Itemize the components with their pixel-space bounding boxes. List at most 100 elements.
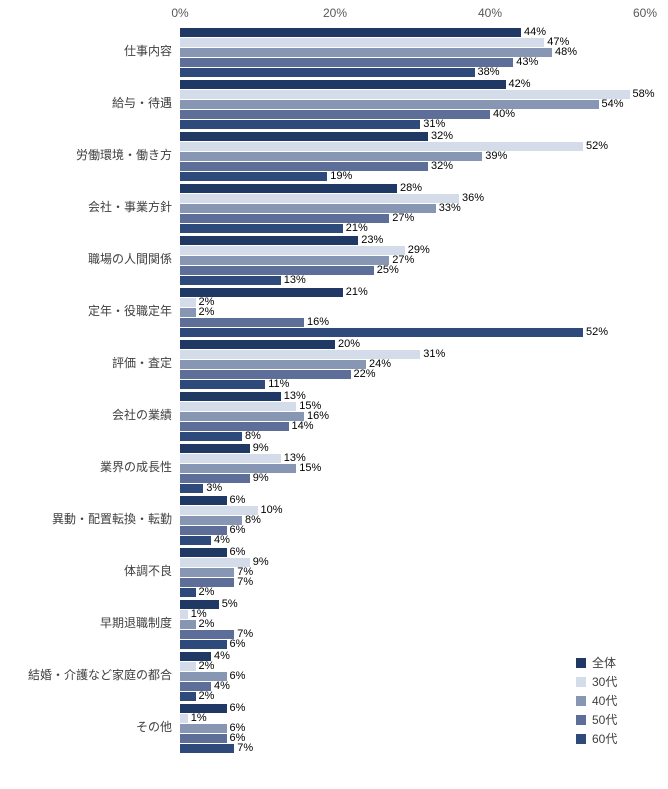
bar-row: 7% bbox=[180, 576, 668, 587]
bar-row: 2% bbox=[180, 660, 668, 671]
x-axis-tick: 40% bbox=[477, 6, 503, 20]
value-label: 16% bbox=[307, 315, 330, 328]
value-label: 6% bbox=[229, 637, 246, 650]
bar bbox=[180, 703, 227, 713]
bar-row: 7% bbox=[180, 565, 668, 578]
value-label: 52% bbox=[586, 139, 609, 152]
value-label: 7% bbox=[237, 565, 254, 578]
bar bbox=[180, 421, 289, 431]
bar bbox=[180, 639, 227, 649]
value-label: 13% bbox=[283, 451, 306, 464]
bar-row: 23% bbox=[180, 234, 668, 245]
bar-row: 36% bbox=[180, 192, 668, 203]
bar-group: 業界の成長性 9% 13% 15% 9% 3% bbox=[0, 442, 668, 494]
value-label: 13% bbox=[283, 273, 306, 286]
category-label: 早期退職制度 bbox=[99, 616, 172, 631]
value-label: 47% bbox=[547, 35, 570, 48]
x-axis: 0% 20% 40% 60% bbox=[171, 4, 668, 26]
bar bbox=[180, 691, 196, 701]
bar bbox=[180, 131, 428, 141]
bar bbox=[180, 681, 211, 691]
bar bbox=[180, 151, 483, 161]
bar-row: 44% bbox=[180, 26, 668, 37]
bar bbox=[180, 193, 459, 203]
value-label: 2% bbox=[198, 305, 215, 318]
bar-row: 6% bbox=[180, 523, 668, 536]
bar-row: 6% bbox=[180, 494, 668, 505]
value-label: 27% bbox=[392, 253, 415, 266]
bar-set: 5% 1% 2% 7% 6% bbox=[180, 598, 668, 650]
bar-row: 2% bbox=[180, 690, 668, 701]
bar bbox=[180, 99, 599, 109]
bar bbox=[180, 223, 343, 233]
bar-row: 15% bbox=[180, 462, 668, 473]
value-label: 7% bbox=[237, 741, 254, 754]
bar bbox=[180, 141, 583, 151]
value-label: 6% bbox=[229, 731, 246, 744]
value-label: 54% bbox=[601, 97, 624, 110]
value-label: 21% bbox=[345, 221, 368, 234]
bar-set: 6% 9% 7% 7% 2% bbox=[180, 546, 668, 598]
bar bbox=[180, 183, 397, 193]
value-label: 6% bbox=[229, 523, 246, 536]
value-label: 32% bbox=[431, 129, 454, 142]
bar-row: 25% bbox=[180, 264, 668, 275]
value-label: 2% bbox=[198, 295, 215, 308]
bar bbox=[180, 119, 421, 129]
bar-row: 58% bbox=[180, 88, 668, 99]
bar bbox=[180, 275, 281, 285]
bar bbox=[180, 713, 188, 723]
category-label: 業界の成長性 bbox=[99, 460, 172, 475]
legend-swatch bbox=[576, 657, 586, 668]
value-label: 7% bbox=[237, 627, 254, 640]
bar-group: 会社・事業方針 28% 36% 33% 27% 21% bbox=[0, 182, 668, 234]
bar bbox=[180, 339, 335, 349]
bar bbox=[180, 297, 196, 307]
bar-row: 48% bbox=[180, 46, 668, 57]
value-label: 33% bbox=[438, 201, 461, 214]
bar-row: 21% bbox=[180, 285, 668, 298]
bar bbox=[180, 495, 227, 505]
bar-set: 13% 15% 16% 14% 8% bbox=[180, 390, 668, 442]
bar bbox=[180, 733, 227, 743]
category-label: 会社の業績 bbox=[111, 408, 172, 423]
bar bbox=[180, 587, 196, 597]
bar bbox=[180, 609, 188, 619]
value-label: 2% bbox=[198, 585, 215, 598]
bar bbox=[180, 515, 242, 525]
bar bbox=[180, 287, 343, 297]
bar bbox=[180, 317, 304, 327]
bar bbox=[180, 411, 304, 421]
value-label: 1% bbox=[190, 711, 207, 724]
value-label: 13% bbox=[283, 389, 306, 402]
bar bbox=[180, 349, 421, 359]
bar-row: 15% bbox=[180, 400, 668, 411]
category-label: 評価・査定 bbox=[111, 356, 172, 371]
bar bbox=[180, 661, 196, 671]
bar bbox=[180, 89, 630, 99]
bar bbox=[180, 171, 328, 181]
value-label: 31% bbox=[423, 117, 446, 130]
bar-row: 4% bbox=[180, 650, 668, 661]
bar bbox=[180, 629, 235, 639]
value-label: 29% bbox=[407, 243, 430, 256]
bar-set: 20% 31% 24% 22% 11% bbox=[180, 338, 668, 390]
x-axis-row: 0% 20% 40% 60% bbox=[0, 4, 668, 26]
legend: 全体 30代 40代 50代 60代 bbox=[576, 656, 618, 746]
bar-set: 42% 58% 54% 40% 31% bbox=[180, 78, 668, 130]
value-label: 21% bbox=[345, 285, 368, 298]
bar bbox=[180, 577, 235, 587]
bar-row: 2% bbox=[180, 585, 668, 598]
bar bbox=[180, 57, 514, 67]
value-label: 31% bbox=[423, 347, 446, 360]
bar-group: 労働環境・働き方 32% 52% 39% 32% 19% bbox=[0, 130, 668, 182]
value-label: 6% bbox=[229, 701, 246, 714]
value-label: 42% bbox=[508, 77, 531, 90]
value-label: 19% bbox=[330, 169, 353, 182]
bar-row: 1% bbox=[180, 608, 668, 619]
legend-item: 全体 bbox=[576, 656, 617, 670]
value-label: 38% bbox=[477, 65, 500, 78]
legend-label: 60代 bbox=[592, 732, 618, 746]
bar-group: 定年・役職定年 21% 2% 2% 16% 52% bbox=[0, 286, 668, 338]
category-label: 労働環境・働き方 bbox=[75, 148, 172, 163]
